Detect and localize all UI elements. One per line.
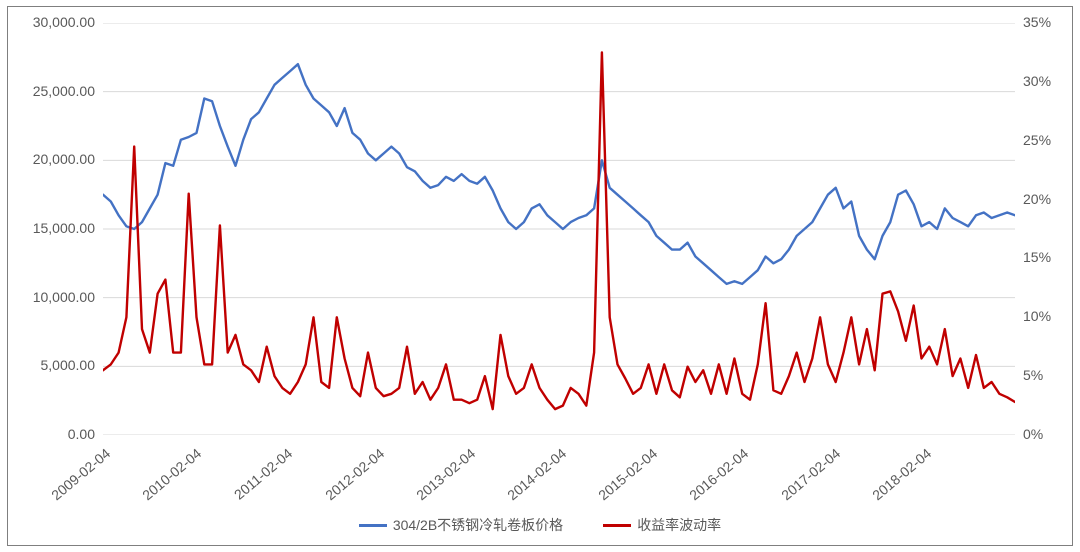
y-left-tick-label: 0.00 xyxy=(68,426,95,442)
y-left-tick-label: 30,000.00 xyxy=(33,14,95,30)
y-left-tick-label: 10,000.00 xyxy=(33,289,95,305)
y-right-tick-label: 20% xyxy=(1023,191,1051,207)
x-tick-label: 2017-02-04 xyxy=(778,445,843,503)
y-right-tick-label: 15% xyxy=(1023,249,1051,265)
y-left-tick-label: 20,000.00 xyxy=(33,151,95,167)
chart-outer-border: 0.00 5,000.00 10,000.00 15,000.00 20,000.00 2… xyxy=(7,6,1073,546)
legend-item-series-2: 收益率波动率 xyxy=(603,515,721,535)
legend-swatch-series-1 xyxy=(359,524,387,527)
y-right-tick-label: 10% xyxy=(1023,308,1051,324)
y-left-tick-label: 5,000.00 xyxy=(41,357,96,373)
x-tick-label: 2015-02-04 xyxy=(595,445,660,503)
y-right-tick-label: 25% xyxy=(1023,132,1051,148)
x-tick-label: 2014-02-04 xyxy=(504,445,569,503)
x-tick-label: 2009-02-04 xyxy=(48,445,113,503)
legend: 304/2B不锈钢冷轧卷板价格 收益率波动率 xyxy=(8,515,1072,535)
y-right-tick-label: 30% xyxy=(1023,73,1051,89)
y-left-tick-label: 25,000.00 xyxy=(33,83,95,99)
y-right-tick-label: 35% xyxy=(1023,14,1051,30)
legend-swatch-series-2 xyxy=(603,524,631,527)
x-tick-label: 2012-02-04 xyxy=(322,445,387,503)
x-tick-label: 2011-02-04 xyxy=(231,445,295,503)
chart-plot-area xyxy=(103,23,1015,435)
legend-label-series-1: 304/2B不锈钢冷轧卷板价格 xyxy=(393,515,563,535)
y-left-tick-label: 15,000.00 xyxy=(33,220,95,236)
y-right-tick-label: 0% xyxy=(1023,426,1043,442)
x-tick-label: 2016-02-04 xyxy=(687,445,752,503)
x-tick-label: 2018-02-04 xyxy=(869,445,934,503)
x-tick-label: 2010-02-04 xyxy=(139,445,204,503)
legend-item-series-1: 304/2B不锈钢冷轧卷板价格 xyxy=(359,515,563,535)
y-right-tick-label: 5% xyxy=(1023,367,1043,383)
x-tick-label: 2013-02-04 xyxy=(413,445,478,503)
legend-label-series-2: 收益率波动率 xyxy=(637,515,721,535)
